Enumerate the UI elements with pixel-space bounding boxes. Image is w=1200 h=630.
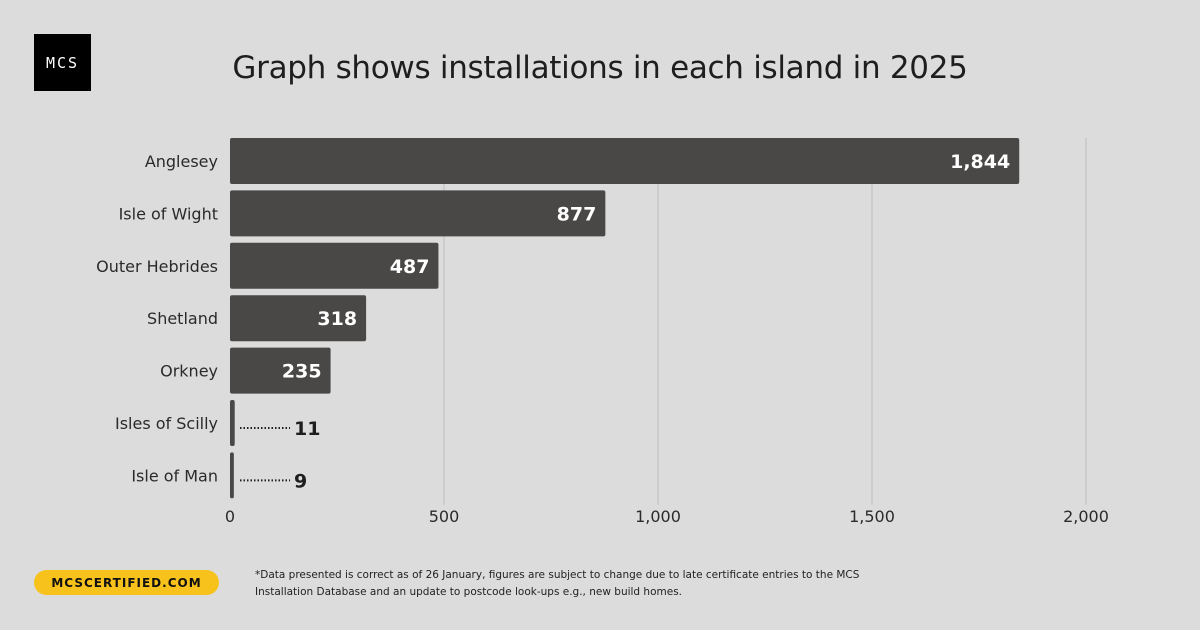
x-tick-label: 1,000 xyxy=(635,507,681,526)
bar xyxy=(230,347,331,394)
category-label: Isle of Man xyxy=(131,466,218,485)
category-label: Shetland xyxy=(147,309,218,328)
bar xyxy=(230,190,606,237)
x-tick-label: 2,000 xyxy=(1063,507,1109,526)
category-label: Anglesey xyxy=(145,152,218,171)
data-label: 318 xyxy=(317,308,357,330)
bar xyxy=(230,400,235,446)
category-label: Isles of Scilly xyxy=(115,414,218,433)
data-label: 487 xyxy=(390,256,430,278)
footnote: *Data presented is correct as of 26 Janu… xyxy=(255,569,860,598)
x-tick-label: 0 xyxy=(225,507,235,526)
x-tick-label: 1,500 xyxy=(849,507,895,526)
bar-chart: 0 500 1,000 1,500 2,000 Anglesey 1,844 Isle of … xyxy=(96,138,1109,526)
bar xyxy=(230,138,1020,184)
bar xyxy=(230,242,439,289)
bar xyxy=(230,452,234,499)
data-label: 235 xyxy=(282,361,322,383)
logo-text: MCS xyxy=(45,53,80,72)
website-url: MCSCERTIFIED.COM xyxy=(51,575,202,590)
category-label: Orkney xyxy=(160,362,218,381)
bar xyxy=(230,295,367,342)
data-label: 9 xyxy=(294,470,307,492)
data-label: 11 xyxy=(294,418,320,440)
data-label: 1,844 xyxy=(950,151,1010,173)
x-tick-label: 500 xyxy=(429,507,460,526)
mcs-logo: MCS xyxy=(34,34,91,91)
chart-title: Graph shows installations in each island… xyxy=(232,50,968,86)
category-label: Isle of Wight xyxy=(119,204,218,223)
website-link[interactable]: MCSCERTIFIED.COM xyxy=(34,570,219,595)
data-label: 877 xyxy=(557,203,597,225)
category-label: Outer Hebrides xyxy=(96,257,218,276)
